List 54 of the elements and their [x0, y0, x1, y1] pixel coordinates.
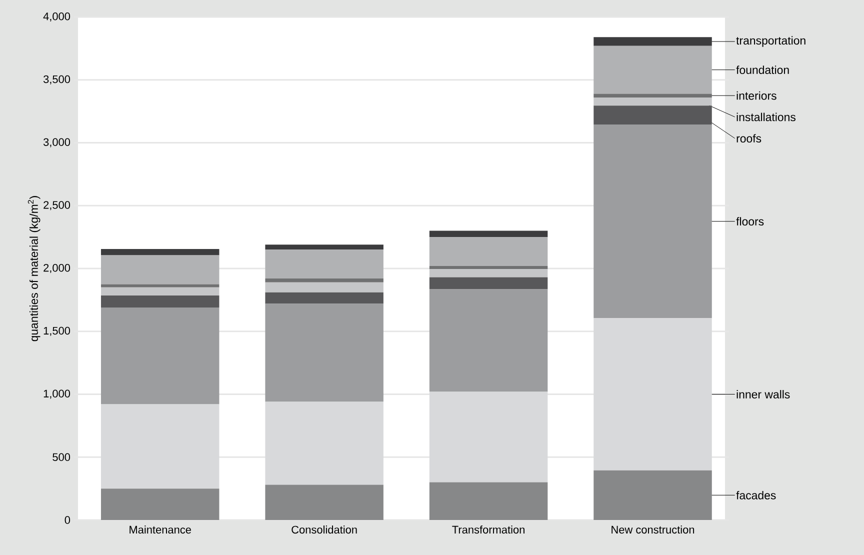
- y-tick-label: 1,000: [44, 390, 70, 399]
- bar: [594, 124, 712, 318]
- bar: [100, 307, 220, 404]
- y-tick-label: 4,000: [43, 12, 70, 22]
- y-tick-label: 3,000: [43, 138, 70, 148]
- bar: [265, 484, 384, 520]
- bar: [594, 37, 712, 46]
- bar: [265, 304, 384, 402]
- bar: [100, 296, 220, 308]
- bar: [594, 94, 712, 98]
- bar: [594, 97, 712, 106]
- bar: [594, 46, 712, 94]
- text: foundation: [736, 66, 789, 74]
- bar: [429, 230, 548, 238]
- bar: [100, 488, 220, 520]
- y-tick-label: 2,500: [44, 201, 70, 210]
- bar: [429, 289, 548, 392]
- bar: [429, 277, 548, 290]
- text: transportation: [736, 36, 806, 47]
- text: roofs: [736, 134, 762, 143]
- bar: [429, 482, 548, 520]
- bar: [100, 287, 220, 296]
- bar: [265, 292, 384, 304]
- bar: [100, 284, 220, 288]
- bar: [429, 392, 548, 482]
- bar: [100, 255, 220, 284]
- bar: [100, 404, 220, 489]
- bar: [265, 250, 384, 279]
- bar: [265, 402, 384, 485]
- x-tick-label: Transformation: [452, 526, 524, 534]
- text: interiors: [736, 91, 776, 100]
- y-tick-label: 0: [64, 516, 70, 524]
- bar: [265, 278, 384, 282]
- text: facades: [736, 490, 776, 500]
- bar: [429, 269, 548, 278]
- x-tick-label: Maintenance: [130, 526, 191, 534]
- bar: [429, 266, 548, 270]
- text: installations: [736, 112, 796, 122]
- bar: [429, 237, 548, 266]
- text: inner walls: [736, 390, 790, 398]
- y-tick-label: 3,500: [43, 75, 70, 84]
- y-tick-label: 500: [52, 453, 70, 462]
- y-axis-title: quantities of material (kg/m$^{2}$): [28, 196, 40, 342]
- bar: [265, 282, 384, 292]
- bar: [594, 318, 712, 470]
- y-tick-label: 2,000: [44, 264, 70, 274]
- bar: [265, 244, 384, 250]
- y-tick-label: 1,500: [44, 326, 70, 336]
- x-tick-label: New construction: [612, 526, 694, 534]
- bar: [594, 470, 712, 520]
- x-tick-label: Consolidation: [292, 526, 357, 534]
- text: floors: [736, 217, 764, 226]
- bar: [594, 106, 712, 125]
- bar: [100, 249, 220, 256]
